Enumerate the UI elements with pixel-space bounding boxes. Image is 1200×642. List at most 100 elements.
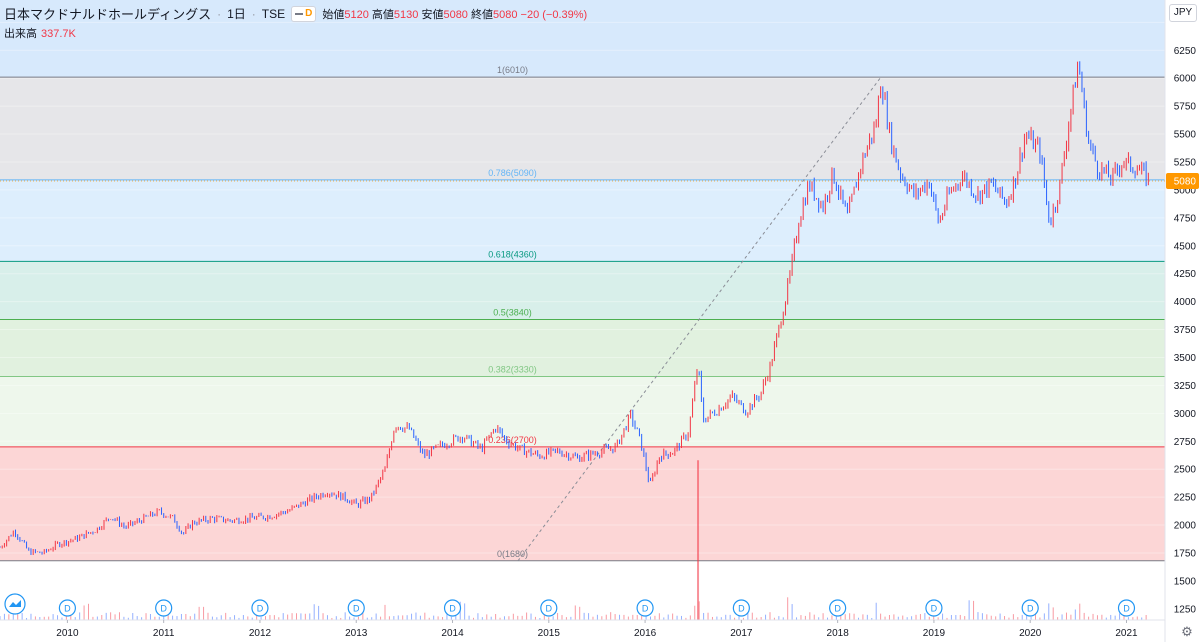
fib-zone xyxy=(0,261,1165,320)
fib-zone xyxy=(0,179,1165,262)
x-tick-label: 2010 xyxy=(56,628,79,639)
legend-separator: · xyxy=(251,6,256,21)
dividend-marker-label: D xyxy=(834,604,841,614)
settings-gear-icon[interactable]: ⚙ xyxy=(1181,624,1193,639)
interval-label[interactable]: 1日 xyxy=(227,7,246,21)
dividend-marker-icon xyxy=(1117,599,1136,617)
time-axis xyxy=(0,620,1165,642)
x-tick-label: 2019 xyxy=(923,628,946,639)
y-tick-label: 6250 xyxy=(1174,46,1197,57)
dividend-marker-icon xyxy=(251,599,269,617)
dividend-marker-label: D xyxy=(160,604,167,614)
fib-level-label: 0.618(4360) xyxy=(488,249,537,259)
legend-separator: · xyxy=(217,6,222,21)
y-tick-label: 4250 xyxy=(1174,269,1197,280)
dividend-marker-label: D xyxy=(64,604,71,614)
fib-level-label: 0.5(3840) xyxy=(493,307,532,317)
dividend-marker-icon xyxy=(925,599,943,617)
dividend-marker-icon xyxy=(636,599,654,617)
x-tick-label: 2012 xyxy=(249,628,272,639)
dividend-marker-icon xyxy=(732,599,750,617)
last-price-value: 5080 xyxy=(1174,176,1197,187)
y-tick-label: 2750 xyxy=(1174,437,1197,448)
delay-badge: D xyxy=(305,8,313,19)
y-tick-label: 5250 xyxy=(1174,157,1197,168)
price-axis xyxy=(1165,0,1200,642)
fib-level-label: 0.786(5090) xyxy=(488,168,537,178)
y-tick-label: 1750 xyxy=(1174,548,1197,559)
volume-value: 337.7K xyxy=(41,28,76,40)
y-tick-label: 5000 xyxy=(1174,185,1197,196)
change-value: −20 (−0.39%) xyxy=(520,8,588,21)
y-tick-label: 1250 xyxy=(1174,604,1197,615)
dividend-marker-icon xyxy=(443,599,462,617)
low-label: 安値 xyxy=(421,8,444,21)
chart-legend: 日本マクドナルドホールディングス · 1日 · TSE D 始値5120 高値5… xyxy=(4,4,587,23)
dividend-marker-label: D xyxy=(931,604,938,614)
dividend-marker-label: D xyxy=(546,604,553,614)
dividend-marker-label: D xyxy=(1123,604,1130,614)
tradingview-logo-icon[interactable] xyxy=(4,593,26,615)
fib-zone xyxy=(0,77,1165,180)
dividend-marker-label: D xyxy=(449,604,456,614)
x-tick-label: 2015 xyxy=(538,628,561,639)
x-tick-label: 2018 xyxy=(827,628,850,639)
x-tick-label: 2021 xyxy=(1115,628,1138,639)
dividend-marker-label: D xyxy=(257,604,264,614)
eye-icon xyxy=(295,12,304,15)
y-tick-label: 5500 xyxy=(1174,130,1197,141)
dividend-marker-icon xyxy=(829,599,847,617)
fib-level-label: 0(1680) xyxy=(497,549,528,559)
y-tick-label: 2000 xyxy=(1174,521,1197,532)
fib-zone xyxy=(0,376,1165,447)
volume-label: 出来高 xyxy=(4,28,37,40)
exchange-label: TSE xyxy=(261,6,286,21)
y-tick-label: 5750 xyxy=(1174,102,1197,113)
x-tick-label: 2011 xyxy=(153,628,175,639)
fib-trend-line xyxy=(517,76,882,562)
dividend-marker-icon xyxy=(58,599,76,617)
fib-zone-top xyxy=(0,0,1165,78)
x-tick-label: 2020 xyxy=(1019,628,1042,639)
y-tick-label: 3000 xyxy=(1174,409,1197,420)
x-tick-label: 2017 xyxy=(730,628,753,639)
open-value: 5120 xyxy=(344,8,369,21)
fib-zone xyxy=(0,446,1165,561)
x-tick-label: 2014 xyxy=(441,628,464,639)
y-tick-label: 4000 xyxy=(1174,297,1197,308)
dividend-marker-icon xyxy=(347,599,365,617)
currency-button[interactable]: JPY xyxy=(1169,4,1197,22)
ohlc-values: 始値5120 高値5130 安値5080 終値5080 −20 (−0.39%) xyxy=(322,6,587,22)
y-tick-label: 1500 xyxy=(1174,576,1197,587)
high-value: 5130 xyxy=(393,8,419,21)
y-tick-label: 4750 xyxy=(1174,213,1197,224)
visibility-toggle[interactable]: D xyxy=(291,5,317,22)
close-value: 5080 xyxy=(493,8,518,21)
dividend-marker-label: D xyxy=(738,604,745,614)
y-tick-label: 4500 xyxy=(1174,241,1197,252)
y-tick-label: 2500 xyxy=(1174,465,1197,476)
y-tick-label: 2250 xyxy=(1174,493,1197,504)
dividend-marker-icon xyxy=(155,599,173,617)
symbol-name[interactable]: 日本マクドナルドホールディングス xyxy=(4,7,212,22)
dividend-marker-icon xyxy=(540,599,558,617)
dividend-marker-label: D xyxy=(353,604,360,614)
last-price-tag xyxy=(1166,172,1199,189)
close-label: 終値 xyxy=(471,8,493,21)
fib-level-label: 0.236(2700) xyxy=(488,435,537,445)
fib-level-label: 0.382(3330) xyxy=(488,364,537,374)
x-tick-label: 2016 xyxy=(634,628,657,639)
low-value: 5080 xyxy=(443,8,468,21)
y-tick-label: 3750 xyxy=(1174,325,1197,336)
fib-zone xyxy=(0,319,1165,377)
dividend-marker-label: D xyxy=(1027,604,1034,614)
high-label: 高値 xyxy=(371,8,394,21)
x-tick-label: 2013 xyxy=(345,628,368,639)
dividend-marker-label: D xyxy=(642,604,649,614)
volume-legend: 出来高 337.7K xyxy=(4,25,76,41)
dividend-marker-icon xyxy=(1021,599,1039,617)
y-tick-label: 6000 xyxy=(1174,74,1197,85)
y-tick-label: 3500 xyxy=(1174,353,1197,364)
